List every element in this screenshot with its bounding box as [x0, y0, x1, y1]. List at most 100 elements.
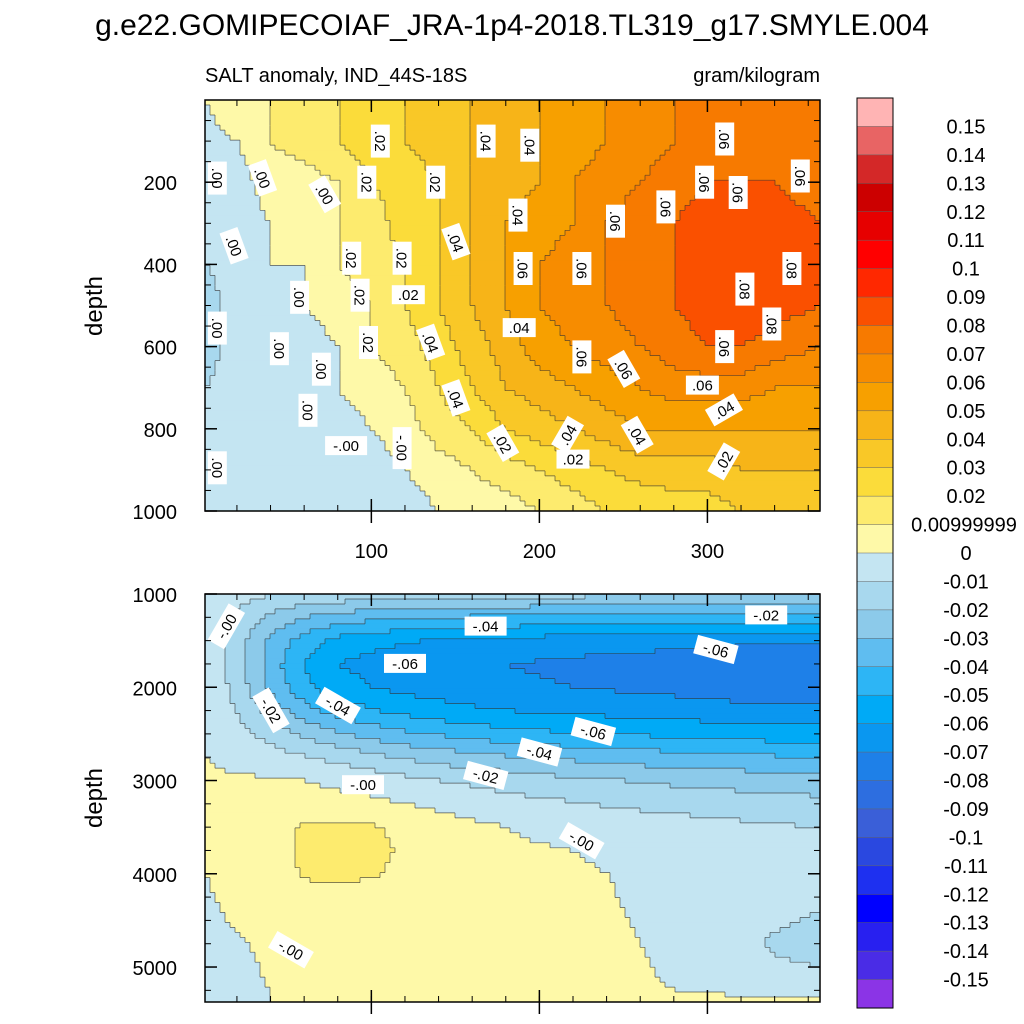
upper-field-cell [605, 135, 611, 141]
upper-field-cell [800, 145, 806, 151]
upper-field-cell [780, 245, 786, 251]
upper-field-cell [400, 235, 406, 241]
upper-field-cell [535, 100, 541, 106]
upper-field-cell [235, 275, 241, 282]
upper-field-cell [605, 200, 611, 206]
upper-field-cell [290, 210, 296, 216]
upper-field-cell [400, 185, 406, 191]
upper-field-cell [310, 300, 316, 307]
upper-field-cell [740, 255, 746, 261]
upper-field-cell [445, 135, 451, 141]
upper-field-cell [220, 125, 226, 131]
upper-field-cell [220, 255, 226, 261]
upper-field-cell [605, 290, 611, 297]
upper-field-cell [535, 290, 541, 297]
upper-field-cell [700, 270, 706, 277]
upper-field-cell [645, 210, 651, 216]
upper-field-cell [565, 255, 571, 261]
upper-field-cell [360, 225, 366, 231]
upper-field-cell [480, 100, 486, 106]
upper-field-cell [470, 150, 476, 156]
upper-field-cell [790, 100, 796, 106]
upper-field-cell [630, 255, 636, 261]
upper-field-cell [290, 185, 296, 191]
upper-field-cell [650, 215, 656, 221]
upper-field-cell [770, 185, 776, 191]
upper-field-cell [580, 190, 586, 196]
upper-field-cell [535, 190, 541, 196]
upper-field-cell [300, 225, 306, 231]
upper-field-cell [535, 125, 541, 131]
upper-field-cell [280, 235, 286, 241]
upper-field-cell [595, 145, 601, 151]
upper-field-cell [620, 165, 626, 171]
upper-field-cell [225, 195, 231, 201]
chart-title: g.e22.GOMIPECOIAF_JRA-1p4-2018.TL319_g17… [95, 9, 929, 42]
upper-field-cell [735, 225, 741, 231]
upper-field-cell [545, 150, 551, 156]
upper-field-cell [455, 215, 461, 221]
upper-field-cell [570, 140, 576, 146]
upper-field-cell [375, 295, 381, 302]
upper-field-cell [605, 180, 611, 186]
upper-field-cell [650, 145, 656, 151]
upper-field-cell [380, 170, 386, 176]
upper-field-cell [725, 290, 731, 297]
upper-field-cell [520, 235, 526, 241]
upper-field-cell [235, 155, 241, 161]
upper-field-cell [585, 245, 591, 251]
upper-field-cell [485, 175, 491, 181]
upper-field-cell [260, 205, 266, 211]
upper-field-cell [380, 120, 386, 126]
upper-field-cell [735, 220, 741, 226]
upper-field-cell [600, 125, 606, 131]
upper-field-cell [685, 100, 691, 106]
upper-field-cell [660, 140, 666, 146]
upper-field-cell [815, 205, 820, 211]
upper-field-cell [555, 220, 561, 226]
upper-field-cell [770, 220, 776, 226]
upper-field-cell [230, 150, 236, 156]
upper-field-cell [420, 195, 426, 201]
upper-field-cell [815, 250, 820, 256]
upper-field-cell [435, 250, 441, 256]
upper-field-cell [315, 270, 321, 277]
upper-field-cell [475, 250, 481, 256]
upper-field-cell [805, 200, 811, 206]
upper-field-cell [555, 295, 561, 302]
upper-field-cell [325, 290, 331, 297]
upper-field-cell [780, 170, 786, 176]
upper-field-cell [665, 275, 671, 282]
upper-field-cell [635, 230, 641, 236]
upper-field-cell [580, 140, 586, 146]
upper-field-cell [335, 175, 341, 181]
upper-field-cell [415, 185, 421, 191]
upper-field-cell [510, 140, 516, 146]
upper-field-cell [530, 220, 536, 226]
upper-field-cell [650, 275, 656, 282]
upper-field-cell [245, 295, 251, 302]
upper-field-cell [780, 205, 786, 211]
upper-field-cell [440, 225, 446, 231]
upper-field-cell [710, 275, 716, 282]
upper-field-cell [250, 245, 256, 251]
upper-field-cell [805, 110, 811, 116]
upper-field-cell [680, 125, 686, 131]
upper-field-cell [310, 100, 316, 106]
upper-field-cell [415, 155, 421, 161]
upper-field-cell [465, 140, 471, 146]
upper-field-cell [420, 205, 426, 211]
upper-field-cell [765, 130, 771, 136]
upper-field-cell [690, 260, 696, 266]
upper-field-cell [585, 230, 591, 236]
upper-field-cell [810, 125, 816, 131]
upper-field-cell [670, 275, 676, 282]
upper-field-cell [695, 235, 701, 241]
upper-field-cell [540, 225, 546, 231]
upper-field-cell [285, 300, 291, 307]
upper-field-cell [385, 105, 391, 111]
upper-field-cell [600, 160, 606, 166]
upper-field-cell [390, 185, 396, 191]
upper-field-cell [205, 155, 211, 161]
upper-field-cell [535, 200, 541, 206]
